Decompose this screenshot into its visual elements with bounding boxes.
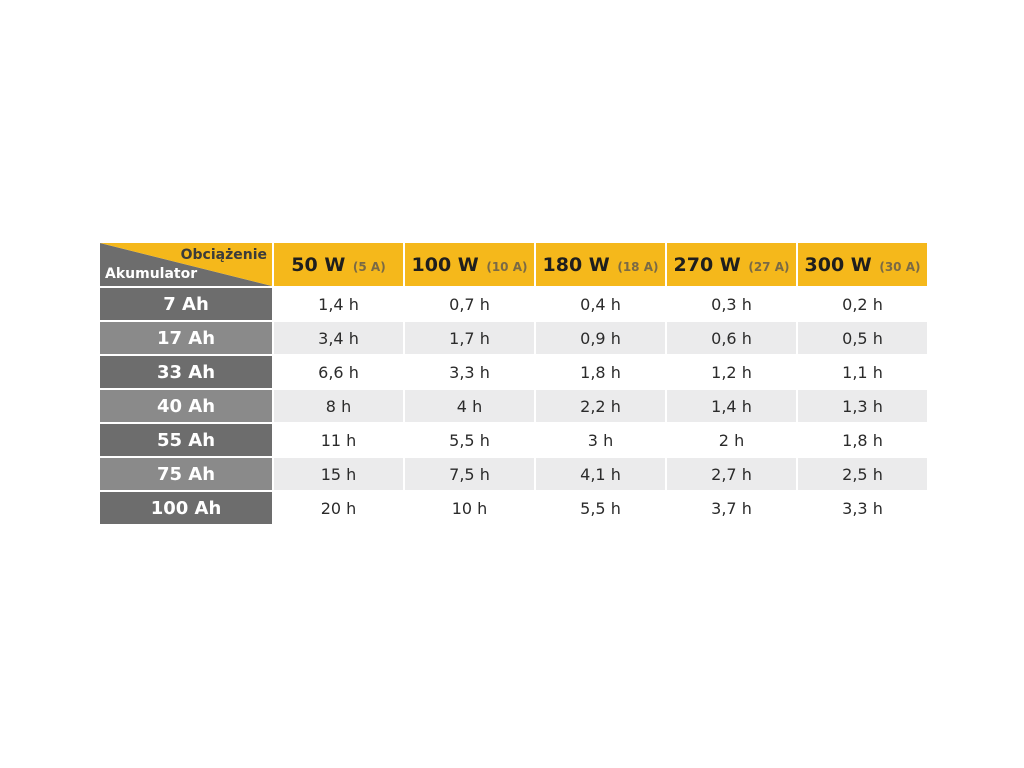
runtime-cell: 3 h — [536, 424, 667, 458]
table-row: 17 Ah 3,4 h 1,7 h 0,9 h 0,6 h 0,5 h — [100, 322, 929, 356]
column-header-100w: 100 W (10 A) — [405, 243, 536, 288]
row-header-capacity: 40 Ah — [100, 390, 274, 424]
runtime-cell: 0,7 h — [405, 288, 536, 322]
column-current: (27 A) — [748, 259, 790, 274]
runtime-cell: 4,1 h — [536, 458, 667, 492]
corner-header: Obciążenie Akumulator — [100, 243, 274, 288]
runtime-cell: 1,8 h — [798, 424, 929, 458]
accumulator-label: Akumulator — [105, 266, 198, 282]
runtime-cell: 3,3 h — [405, 356, 536, 390]
runtime-table: Obciążenie Akumulator 50 W (5 A) 100 W (… — [100, 243, 929, 526]
runtime-cell: 2,5 h — [798, 458, 929, 492]
runtime-cell: 2 h — [667, 424, 798, 458]
column-power: 100 W — [411, 253, 479, 276]
runtime-cell: 15 h — [274, 458, 405, 492]
table-row: 100 Ah 20 h 10 h 5,5 h 3,7 h 3,3 h — [100, 492, 929, 526]
runtime-cell: 0,2 h — [798, 288, 929, 322]
runtime-cell: 1,7 h — [405, 322, 536, 356]
runtime-cell: 0,5 h — [798, 322, 929, 356]
runtime-cell: 7,5 h — [405, 458, 536, 492]
runtime-cell: 11 h — [274, 424, 405, 458]
row-header-capacity: 33 Ah — [100, 356, 274, 390]
column-power: 270 W — [673, 253, 741, 276]
runtime-cell: 0,9 h — [536, 322, 667, 356]
corner-diagonal-split — [100, 243, 272, 286]
runtime-cell: 3,7 h — [667, 492, 798, 526]
runtime-cell: 4 h — [405, 390, 536, 424]
table-row: 40 Ah 8 h 4 h 2,2 h 1,4 h 1,3 h — [100, 390, 929, 424]
runtime-cell: 0,4 h — [536, 288, 667, 322]
load-label: Obciążenie — [180, 247, 267, 263]
column-current: (5 A) — [352, 259, 386, 274]
runtime-cell: 2,7 h — [667, 458, 798, 492]
column-header-300w: 300 W (30 A) — [798, 243, 929, 288]
runtime-cell: 8 h — [274, 390, 405, 424]
column-current: (18 A) — [617, 259, 659, 274]
table-row: 7 Ah 1,4 h 0,7 h 0,4 h 0,3 h 0,2 h — [100, 288, 929, 322]
row-header-capacity: 55 Ah — [100, 424, 274, 458]
table-row: 75 Ah 15 h 7,5 h 4,1 h 2,7 h 2,5 h — [100, 458, 929, 492]
runtime-cell: 1,4 h — [667, 390, 798, 424]
column-header-270w: 270 W (27 A) — [667, 243, 798, 288]
column-header-50w: 50 W (5 A) — [274, 243, 405, 288]
runtime-cell: 3,3 h — [798, 492, 929, 526]
column-current: (30 A) — [879, 259, 921, 274]
runtime-cell: 0,3 h — [667, 288, 798, 322]
runtime-cell: 2,2 h — [536, 390, 667, 424]
row-header-capacity: 75 Ah — [100, 458, 274, 492]
table-row: 55 Ah 11 h 5,5 h 3 h 2 h 1,8 h — [100, 424, 929, 458]
runtime-cell: 20 h — [274, 492, 405, 526]
runtime-cell: 6,6 h — [274, 356, 405, 390]
runtime-cell: 3,4 h — [274, 322, 405, 356]
column-power: 50 W — [291, 253, 346, 276]
runtime-cell: 5,5 h — [405, 424, 536, 458]
runtime-cell: 1,8 h — [536, 356, 667, 390]
runtime-cell: 1,2 h — [667, 356, 798, 390]
column-header-180w: 180 W (18 A) — [536, 243, 667, 288]
column-current: (10 A) — [486, 259, 528, 274]
runtime-cell: 1,1 h — [798, 356, 929, 390]
runtime-cell: 1,4 h — [274, 288, 405, 322]
table-header-row: Obciążenie Akumulator 50 W (5 A) 100 W (… — [100, 243, 929, 288]
runtime-cell: 10 h — [405, 492, 536, 526]
column-power: 300 W — [804, 253, 872, 276]
runtime-cell: 1,3 h — [798, 390, 929, 424]
runtime-cell: 0,6 h — [667, 322, 798, 356]
row-header-capacity: 7 Ah — [100, 288, 274, 322]
table-row: 33 Ah 6,6 h 3,3 h 1,8 h 1,2 h 1,1 h — [100, 356, 929, 390]
runtime-cell: 5,5 h — [536, 492, 667, 526]
column-power: 180 W — [542, 253, 610, 276]
row-header-capacity: 17 Ah — [100, 322, 274, 356]
row-header-capacity: 100 Ah — [100, 492, 274, 526]
